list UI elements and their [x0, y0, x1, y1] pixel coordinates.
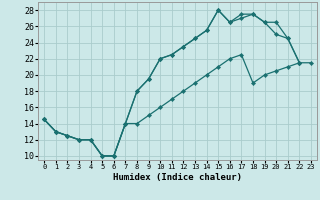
X-axis label: Humidex (Indice chaleur): Humidex (Indice chaleur) — [113, 173, 242, 182]
